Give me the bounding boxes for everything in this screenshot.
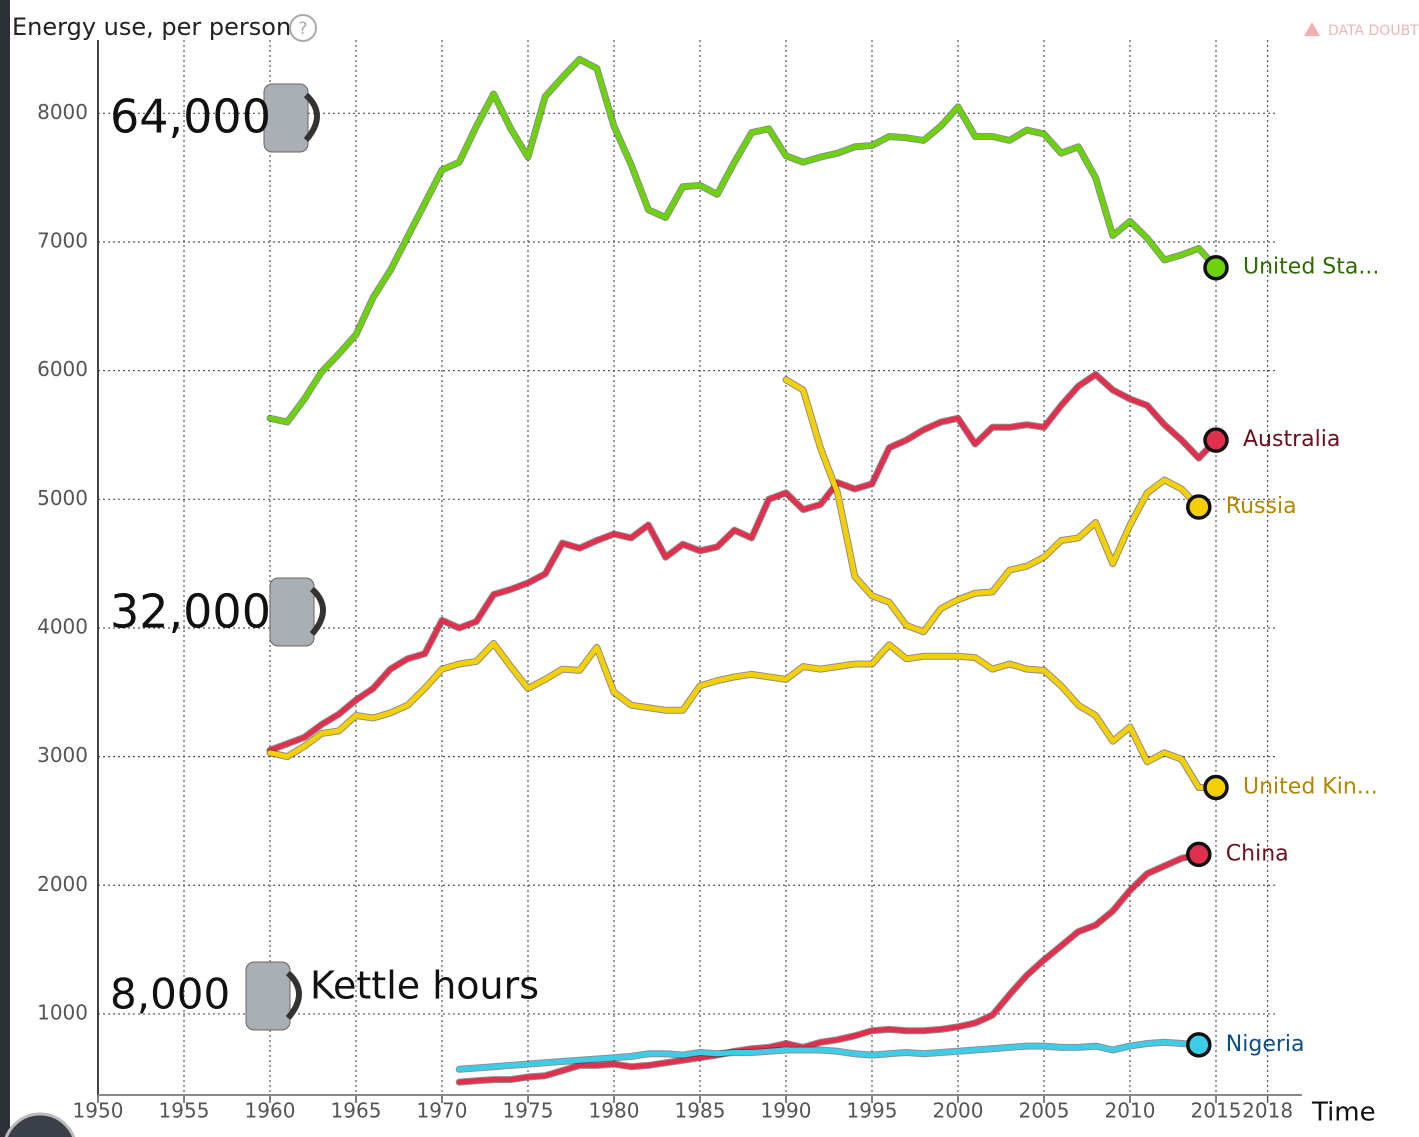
chart-title: Energy use, per person bbox=[12, 13, 291, 41]
x-tick-label: 1970 bbox=[417, 1099, 468, 1123]
annotation: Kettle hours bbox=[310, 964, 539, 1008]
end-bubble[interactable] bbox=[1205, 257, 1227, 279]
data-doubts[interactable]: DATA DOUBT bbox=[1328, 23, 1419, 39]
sidebar-edge bbox=[0, 0, 10, 1137]
y-tick-label: 7000 bbox=[37, 228, 88, 252]
end-bubble[interactable] bbox=[1188, 496, 1210, 518]
x-tick-label: 1955 bbox=[159, 1099, 210, 1123]
x-tick-label: 1990 bbox=[761, 1099, 812, 1123]
series-label[interactable]: United Sta... bbox=[1243, 255, 1379, 280]
help-mark: ? bbox=[298, 19, 307, 39]
x-tick-label: 1975 bbox=[503, 1099, 554, 1123]
annotation: 8,000 bbox=[110, 970, 230, 1019]
x-tick-label: 1960 bbox=[245, 1099, 296, 1123]
x-tick-label: 1950 bbox=[73, 1099, 124, 1123]
end-bubble[interactable] bbox=[1188, 843, 1210, 865]
y-tick-label: 2000 bbox=[37, 872, 88, 896]
x-axis-label: Time bbox=[1311, 1098, 1376, 1128]
chart: Energy use, per person ? DATA DOUBT Time… bbox=[0, 0, 1419, 1137]
x-tick-label: 2005 bbox=[1019, 1099, 1070, 1123]
series-label[interactable]: Nigeria bbox=[1226, 1032, 1305, 1057]
x-tick-label: 1965 bbox=[331, 1099, 382, 1123]
annotation: 32,000 bbox=[110, 585, 271, 639]
x-tick-label: 2015 bbox=[1191, 1099, 1242, 1123]
y-tick-label: 5000 bbox=[37, 486, 88, 510]
series-label[interactable]: United Kin... bbox=[1243, 775, 1378, 800]
x-tick-label: 2010 bbox=[1105, 1099, 1156, 1123]
y-tick-label: 1000 bbox=[37, 1000, 88, 1024]
x-tick-label: 1985 bbox=[675, 1099, 726, 1123]
y-tick-label: 8000 bbox=[37, 100, 88, 124]
x-tick-label: 2018 bbox=[1242, 1099, 1293, 1123]
end-bubble[interactable] bbox=[1205, 777, 1227, 799]
end-bubble[interactable] bbox=[1205, 429, 1227, 451]
annotation: 64,000 bbox=[110, 90, 271, 144]
end-bubble[interactable] bbox=[1188, 1034, 1210, 1056]
y-tick-label: 3000 bbox=[37, 743, 88, 767]
series-label[interactable]: China bbox=[1226, 841, 1289, 866]
series-label[interactable]: Australia bbox=[1243, 427, 1340, 452]
x-tick-label: 1980 bbox=[589, 1099, 640, 1123]
x-tick-label: 1995 bbox=[847, 1099, 898, 1123]
background bbox=[0, 0, 1419, 1137]
y-tick-label: 4000 bbox=[37, 614, 88, 638]
x-tick-label: 2000 bbox=[933, 1099, 984, 1123]
series-label[interactable]: Russia bbox=[1226, 494, 1297, 519]
y-tick-label: 6000 bbox=[37, 357, 88, 381]
